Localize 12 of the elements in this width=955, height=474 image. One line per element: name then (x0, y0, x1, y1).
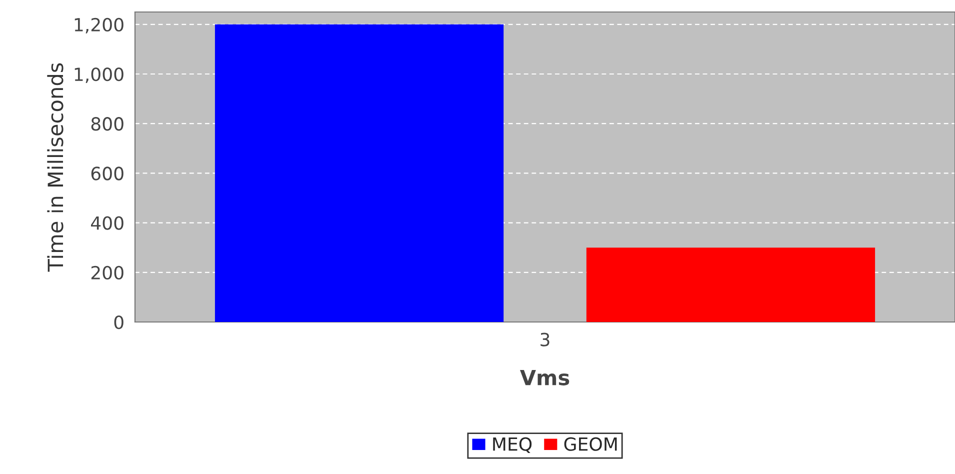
x-axis-title: Vms (520, 370, 570, 386)
legend-label: GEOM (564, 437, 617, 451)
y-tick-label: 1,200 (74, 18, 124, 34)
y-tick-label: 0 (114, 315, 124, 330)
y-axis-title: Time in Milliseconds (47, 63, 64, 272)
x-tick-label: 3 (540, 332, 550, 346)
y-tick-label: 200 (91, 266, 124, 280)
legend-label: MEQ (493, 437, 532, 453)
y-tick-label: 1,000 (74, 67, 124, 83)
y-tick-label: 400 (91, 216, 124, 230)
y-tick-label: 800 (91, 117, 124, 131)
y-tick-label: 600 (91, 166, 124, 180)
